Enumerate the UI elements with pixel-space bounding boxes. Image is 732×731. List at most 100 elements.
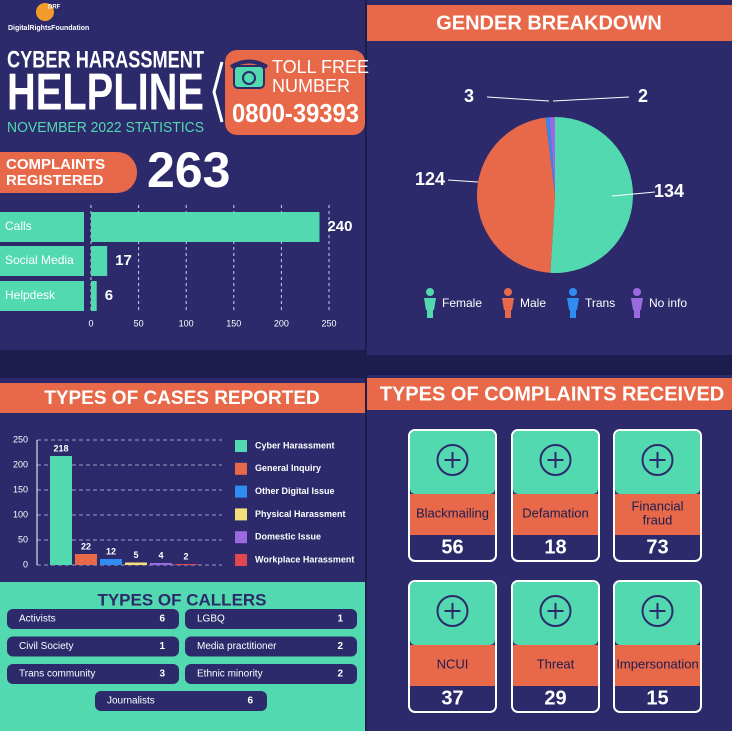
legend-label: Female [442,296,482,310]
subtitle: NOVEMBER 2022 STATISTICS [7,119,204,136]
caller-pill [7,609,179,629]
legend-swatch [235,508,247,521]
bar [150,563,172,565]
title: CYBER HARASSMENT [7,46,204,73]
y-tick-label: Helpdesk [5,288,56,302]
caller-label: Trans community [19,669,95,680]
pie-slice [476,117,555,273]
caller-label: LGBQ [197,614,225,625]
caller-pill [185,609,357,629]
logo-mark: DRF [48,5,61,11]
toll-free-label: NUMBER [272,76,350,96]
value-label: 4 [158,550,163,560]
caller-value: 6 [159,614,165,625]
leader-line [611,191,656,197]
x-tick-label: 250 [321,318,336,328]
x-tick-label: 150 [226,318,241,328]
category-box [0,212,84,242]
card-label: fraud [643,512,673,527]
banner [0,383,365,413]
legend-label: Physical Harassment [255,509,346,519]
legend-head [426,288,434,296]
pie-slice [549,117,555,195]
complaints-label: COMPLAINTS [6,156,105,173]
data-label: 2 [638,86,648,106]
category-box [0,246,84,276]
banner [367,378,732,410]
card-middle [513,645,598,686]
legend-label: Other Digital Issue [255,486,335,496]
card-icon [539,444,572,476]
complaints-label: REGISTERED [6,172,104,189]
legend-body [631,298,643,318]
caller-value: 2 [337,669,343,680]
leader-line [552,96,630,102]
chart-title: GENDER BREAKDOWN [436,12,662,34]
card-icon [444,603,461,619]
card-icon [649,452,666,468]
caller-value: 1 [159,641,165,652]
y-tick-label: 50 [18,534,28,544]
toll-free-label: TOLL FREE [272,57,369,77]
data-label: 124 [415,169,445,189]
x-tick-label: 50 [134,318,144,328]
card-icon [547,603,564,619]
legend-swatch [235,531,247,544]
legend-label: Trans [585,296,615,310]
chart-title: TYPES OF CASES REPORTED [44,388,320,409]
data-label: 3 [464,86,474,106]
complaints-value: 263 [147,142,230,198]
card-middle [410,645,495,686]
caller-pill [7,636,179,657]
y-tick-label: Calls [5,219,32,233]
legend-body [567,298,579,318]
legend-head [569,288,577,296]
toll-free-number: 0800-39393 [232,98,359,128]
legend-label: No info [649,296,687,310]
legend-swatch [235,440,247,452]
y-tick-label: 200 [13,459,28,469]
y-tick-label: 100 [13,509,28,519]
card-label: Financial [631,498,683,513]
card-label: Blackmailing [416,505,489,520]
divider [212,61,224,123]
caller-value: 2 [337,641,343,652]
value-label: 12 [106,546,116,556]
legend-label: Cyber Harassment [255,440,335,450]
legend-label: General Inquiry [255,463,321,473]
legend-body [502,298,514,318]
bar [91,246,108,276]
caller-label: Journalists [107,696,155,707]
card-icon [539,595,572,627]
card-label: Impersonation [616,656,698,671]
legend-head [633,288,641,296]
legend-swatch [235,462,247,475]
card-middle [615,494,700,535]
legend-icon [567,288,579,318]
card-value: 56 [441,536,463,558]
bar [100,559,122,565]
value-label: 22 [81,541,91,551]
y-tick-label: 250 [13,434,28,444]
section-title: TYPES OF COMPLAINTS RECEIVED [380,383,724,405]
logo-icon [36,3,54,21]
card-icon [436,444,469,476]
value-label: 5 [133,550,138,560]
legend-icon [424,288,436,318]
legend-swatch [235,485,247,498]
card-icon [649,603,666,619]
card-value: 29 [544,687,566,709]
card-value: 73 [646,536,668,558]
x-tick-label: 200 [274,318,289,328]
caller-pill [185,636,357,657]
legend-icon [631,288,643,318]
value-label: 17 [115,252,132,269]
data-label: 134 [654,181,684,201]
card-value: 37 [441,687,463,709]
bar [125,562,147,565]
legend-swatch [235,554,247,566]
card-value: 15 [646,687,668,709]
value-label: 6 [105,287,113,304]
card-icon [547,452,564,468]
